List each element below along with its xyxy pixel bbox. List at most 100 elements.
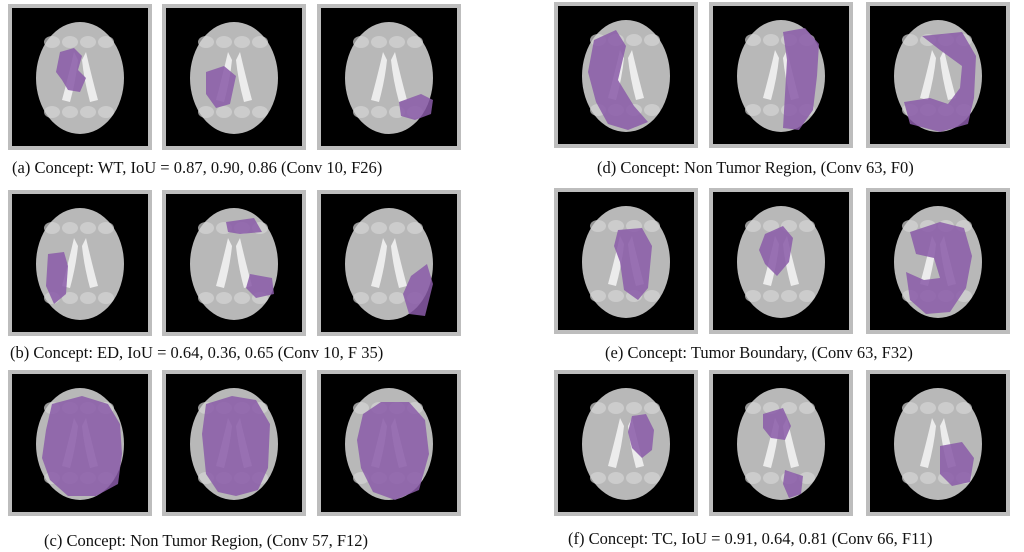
concept-overlay	[759, 226, 793, 276]
gyrus	[44, 36, 60, 48]
gyrus	[590, 472, 606, 484]
gyrus	[745, 220, 761, 232]
gyrus	[590, 402, 606, 414]
panel-a-image-1	[8, 4, 152, 150]
gyrus	[902, 34, 918, 46]
mri-slice	[190, 22, 278, 134]
gyrus	[80, 222, 96, 234]
gyrus	[62, 292, 78, 304]
ventricle	[371, 52, 407, 102]
gyrus	[252, 106, 268, 118]
concept-overlay	[940, 442, 974, 486]
brain-tissue	[582, 388, 670, 500]
gyrus	[644, 290, 660, 302]
gyrus	[902, 220, 918, 232]
gyrus	[763, 34, 779, 46]
concept-overlay	[783, 28, 819, 130]
gyrus	[902, 402, 918, 414]
concept-overlay	[226, 218, 274, 298]
gyrus	[353, 106, 369, 118]
ventricle	[62, 238, 98, 288]
gyrus	[62, 106, 78, 118]
panel-d-image-3	[866, 2, 1010, 148]
gyrus	[644, 34, 660, 46]
gyrus	[781, 290, 797, 302]
gyrus	[745, 290, 761, 302]
gyrus	[920, 402, 936, 414]
gyrus	[216, 292, 232, 304]
gyrus	[80, 292, 96, 304]
gyrus	[80, 106, 96, 118]
panel-e-image-3	[866, 188, 1010, 334]
gyrus	[626, 402, 642, 414]
panel-caption: (c) Concept: Non Tumor Region, (Conv 57,…	[44, 531, 369, 550]
gyrus	[234, 106, 250, 118]
gyrus	[98, 36, 114, 48]
gyrus	[626, 34, 642, 46]
gyrus	[902, 472, 918, 484]
gyrus	[799, 402, 815, 414]
gyrus	[98, 106, 114, 118]
mri-slice	[36, 208, 124, 320]
panel-b-image-1	[8, 190, 152, 336]
gyrus	[80, 36, 96, 48]
gyrus	[353, 402, 369, 414]
gyrus	[44, 106, 60, 118]
gyrus	[590, 220, 606, 232]
gyrus	[799, 472, 815, 484]
gyrus	[216, 36, 232, 48]
gyrus	[389, 292, 405, 304]
gyrus	[371, 292, 387, 304]
gyrus	[920, 472, 936, 484]
gyrus	[644, 104, 660, 116]
concept-overlay	[206, 66, 236, 108]
gyrus	[608, 402, 624, 414]
panel-e-image-1	[554, 188, 698, 334]
panel-a-image-2	[162, 4, 306, 150]
ventricle	[920, 50, 956, 100]
panel-caption: (a) Concept: WT, IoU = 0.87, 0.90, 0.86 …	[12, 158, 383, 177]
gyrus	[608, 220, 624, 232]
panel-d-image-2	[709, 2, 853, 148]
concept-overlay	[763, 408, 803, 498]
panel-f-image-2	[709, 370, 853, 516]
gyrus	[234, 292, 250, 304]
gyrus	[745, 472, 761, 484]
mri-slice	[190, 208, 278, 320]
concept-overlay	[42, 396, 122, 496]
mri-slice	[345, 388, 433, 500]
gyrus	[763, 220, 779, 232]
gyrus	[234, 36, 250, 48]
mri-slice	[737, 20, 825, 132]
brain-tissue	[737, 388, 825, 500]
concept-overlay	[46, 252, 68, 304]
gyrus	[353, 292, 369, 304]
gyrus	[389, 222, 405, 234]
ventricle	[763, 236, 799, 286]
gyrus	[198, 106, 214, 118]
gyrus	[198, 292, 214, 304]
concept-overlay	[588, 30, 648, 130]
mri-slice	[36, 22, 124, 134]
mri-slice	[190, 388, 278, 500]
ventricle	[763, 418, 799, 468]
panel-d-image-1	[554, 2, 698, 148]
mri-slice	[894, 206, 982, 318]
gyrus	[799, 220, 815, 232]
gyrus	[745, 402, 761, 414]
panel-c-image-1	[8, 370, 152, 516]
mri-slice	[582, 206, 670, 318]
gyrus	[44, 222, 60, 234]
gyrus	[781, 402, 797, 414]
mri-slice	[737, 206, 825, 318]
concept-overlay	[614, 228, 652, 300]
mri-slice	[582, 388, 670, 500]
mri-slice	[345, 208, 433, 320]
gyrus	[626, 472, 642, 484]
gyrus	[608, 290, 624, 302]
concept-overlay	[403, 264, 433, 316]
mri-slice	[737, 388, 825, 500]
gyrus	[252, 36, 268, 48]
gyrus	[353, 222, 369, 234]
panel-caption: (e) Concept: Tumor Boundary, (Conv 63, F…	[605, 343, 913, 362]
